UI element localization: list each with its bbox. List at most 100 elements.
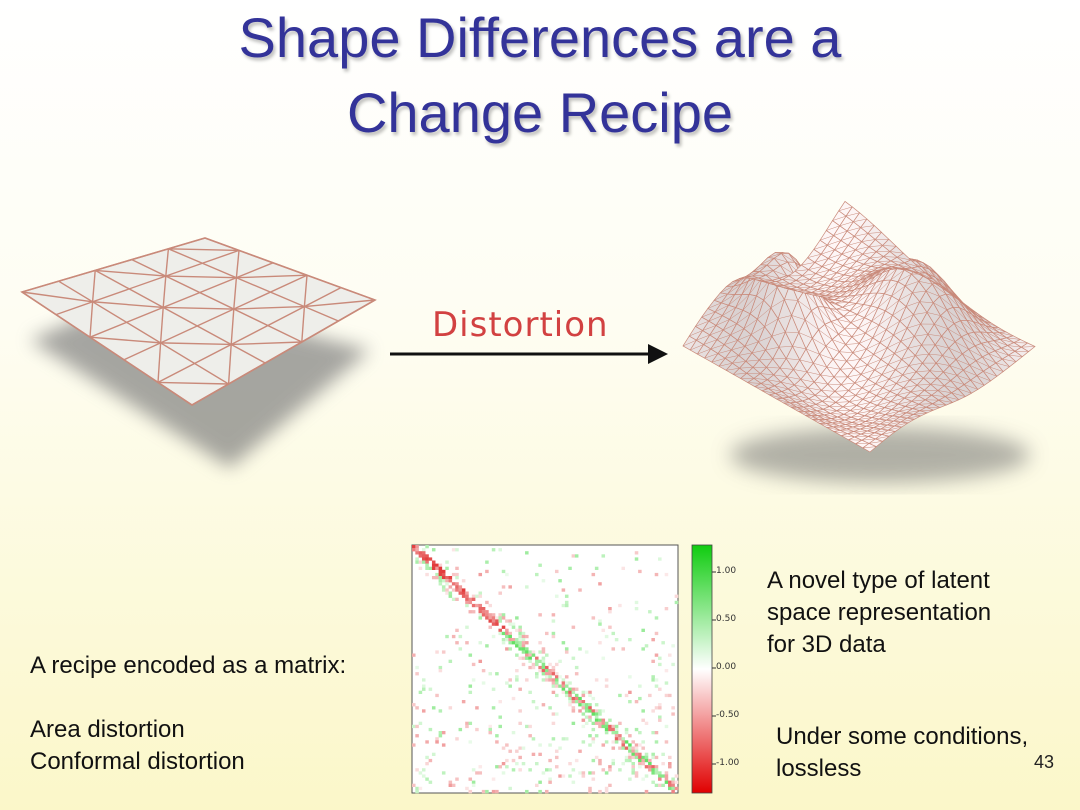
flat-mesh-edge	[236, 274, 308, 279]
heatmap-cell	[654, 771, 659, 775]
deformed-mesh-edge	[994, 350, 1009, 356]
heatmap-cell	[421, 554, 426, 558]
heatmap-cell	[568, 566, 572, 570]
heatmap-cell	[548, 743, 552, 747]
deformed-mesh-edge	[716, 334, 731, 340]
heatmap-cell	[455, 566, 459, 570]
heatmap-cell	[561, 681, 566, 685]
heatmap-cell	[658, 687, 662, 691]
deformed-mesh-edge	[899, 414, 914, 418]
deformed-mesh-edge	[869, 245, 883, 248]
heatmap-cell	[412, 783, 416, 787]
deformed-mesh-edge	[873, 347, 888, 355]
heatmap-cell	[528, 650, 532, 654]
heatmap-cell	[634, 749, 639, 753]
heatmap-cell	[614, 731, 619, 735]
heatmap-cell	[515, 675, 519, 679]
heatmap-cell	[578, 700, 582, 704]
heatmap-cell	[638, 765, 642, 769]
deformed-mesh-edge	[932, 283, 947, 295]
deformed-mesh-edge	[832, 215, 847, 221]
heatmap-cell	[608, 765, 612, 769]
heatmap-cell	[631, 749, 635, 753]
heatmap-cell	[631, 768, 635, 772]
deformed-mesh-edge	[836, 309, 851, 312]
deformed-mesh-edge	[902, 371, 917, 376]
heatmap-cell	[455, 585, 459, 589]
heatmap-cell	[594, 718, 599, 722]
deformed-mesh-edge	[862, 446, 877, 449]
heatmap-cell	[505, 647, 509, 651]
heatmap-cell	[465, 591, 469, 595]
heatmap-cell	[435, 563, 439, 567]
deformed-mesh-edge	[780, 265, 795, 275]
deformed-mesh-edge	[821, 390, 835, 392]
heatmap-cell	[664, 669, 669, 673]
deformed-mesh-edge	[1001, 347, 1016, 352]
deformed-mesh-edge	[881, 369, 896, 375]
deformed-mesh-edge	[796, 279, 810, 281]
heatmap-cell	[564, 737, 569, 741]
heatmap-cell	[601, 743, 606, 747]
deformed-mesh-edge	[864, 267, 879, 272]
heatmap-cell	[548, 662, 552, 667]
heatmap-cell	[628, 746, 632, 750]
deformed-mesh-edge	[848, 241, 862, 246]
deformed-mesh-edge	[856, 402, 871, 406]
heatmap-cell	[588, 743, 592, 747]
heatmap-cell	[468, 597, 473, 601]
heatmap-cell	[664, 774, 669, 778]
heatmap-cell	[521, 762, 526, 766]
heatmap-cell	[451, 588, 456, 592]
heatmap-cell	[485, 613, 489, 617]
deformed-mesh-edge	[982, 356, 997, 364]
heatmap-cell	[445, 582, 449, 586]
heatmap-cell	[658, 774, 662, 778]
heatmap-cell	[658, 777, 662, 781]
heatmap-cell	[608, 625, 612, 629]
heatmap-cell	[495, 616, 499, 620]
heatmap-cell	[614, 734, 619, 738]
heatmap-cell	[548, 780, 552, 784]
flat-mesh-edge	[89, 262, 274, 338]
heatmap-cell	[664, 681, 669, 685]
heatmap-cell	[661, 752, 665, 756]
deformed-mesh-edge	[819, 353, 834, 360]
heatmap-cell	[571, 700, 576, 704]
deformed-mesh-edge	[861, 276, 876, 288]
heatmap-cell	[418, 554, 423, 558]
heatmap-cell	[611, 762, 616, 766]
deformed-mesh-edge	[803, 282, 817, 285]
heatmap-cell	[498, 628, 502, 632]
deformed-mesh-edge	[846, 359, 861, 362]
deformed-mesh-edge	[760, 373, 774, 376]
deformed-mesh-edge	[843, 269, 858, 276]
flat-mesh-edge	[21, 237, 206, 293]
heatmap-cell	[664, 740, 669, 744]
deformed-mesh-edge	[844, 276, 859, 282]
flat-mesh-edge	[131, 258, 303, 343]
heatmap-cell	[538, 665, 542, 670]
deformed-mesh-edge	[890, 397, 905, 402]
deformed-mesh-edge	[825, 286, 839, 292]
deformed-mesh-edge	[843, 314, 858, 317]
heatmap-cell	[475, 603, 479, 608]
deformed-mesh-edge	[814, 381, 828, 385]
heatmap-cell	[594, 678, 599, 682]
heatmap-cell	[455, 737, 459, 741]
heatmap-cell	[634, 755, 639, 760]
heatmap-cell	[508, 619, 512, 623]
deformed-mesh-edge	[830, 413, 845, 415]
deformed-mesh-edge	[839, 425, 854, 428]
heatmap-cell	[528, 659, 532, 663]
deformed-mesh-edge	[970, 379, 985, 386]
heatmap-cell	[551, 684, 556, 688]
heatmap-cell	[478, 616, 483, 620]
deformed-mesh-edge	[810, 284, 825, 288]
heatmap-cell	[431, 566, 436, 570]
deformed-mesh-edge	[871, 310, 886, 322]
heatmap-cell	[584, 706, 589, 710]
deformed-mesh-edge	[812, 338, 826, 347]
deformed-mesh-edge	[937, 390, 952, 394]
